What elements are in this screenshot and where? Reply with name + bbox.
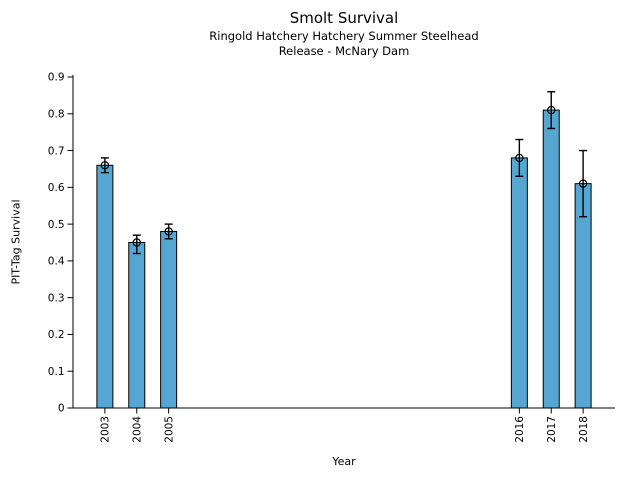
- marker-2005: [164, 227, 173, 236]
- x-tick-label-2018: 2018: [578, 416, 590, 443]
- y-tick-label-0.5: 0.5: [48, 219, 65, 231]
- y-tick-label-0.1: 0.1: [48, 366, 65, 378]
- x-axis-label: Year: [332, 455, 356, 468]
- x-tick-label-2005: 2005: [163, 416, 175, 443]
- marker-2016: [515, 153, 524, 163]
- y-tick-label-0.4: 0.4: [48, 256, 65, 268]
- bar-2017: [542, 109, 560, 409]
- x-tick-label-2003: 2003: [100, 416, 112, 443]
- marker-2003: [100, 161, 110, 170]
- x-tick-label-2016: 2016: [514, 416, 526, 443]
- y-tick-label-0.7: 0.7: [48, 145, 65, 157]
- y-tick-label-0.3: 0.3: [48, 292, 65, 304]
- bar-2016: [510, 157, 528, 409]
- bar-2004: [128, 242, 146, 409]
- marker-2017: [547, 105, 556, 115]
- y-tick-label-0: 0: [58, 403, 65, 415]
- y-tick-label-0.9: 0.9: [48, 72, 65, 84]
- chart-subtitle-line1: Ringold Hatchery Hatchery Summer Steelhe…: [209, 29, 479, 43]
- y-tick-label-0.8: 0.8: [48, 108, 65, 120]
- x-tick-label-2004: 2004: [131, 416, 143, 443]
- chart-title: Smolt Survival: [289, 9, 399, 27]
- chart-subtitle-line2: Release - McNary Dam: [278, 44, 410, 58]
- y-tick-label-0.2: 0.2: [48, 329, 65, 341]
- marker-2018: [578, 179, 588, 188]
- bar-2005: [160, 230, 178, 409]
- marker-2004: [132, 238, 141, 247]
- bar-2003: [96, 164, 114, 409]
- x-tick-label-2017: 2017: [546, 416, 558, 443]
- y-tick-label-0.6: 0.6: [48, 182, 65, 194]
